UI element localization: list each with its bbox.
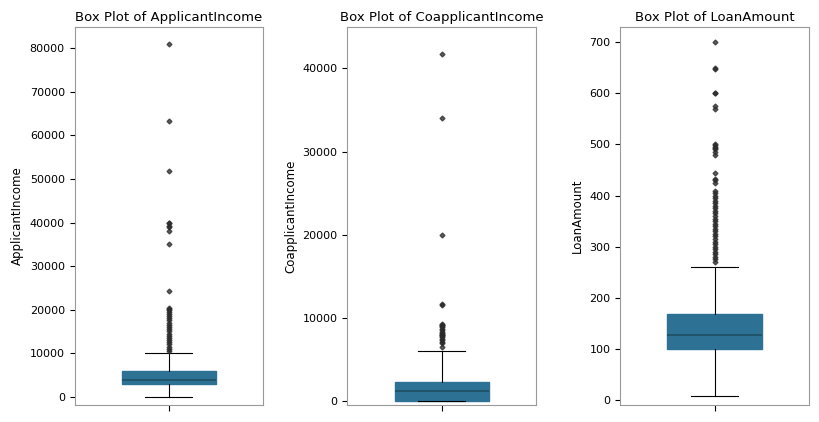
Y-axis label: ApplicantIncome: ApplicantIncome [11,167,24,265]
Y-axis label: LoanAmount: LoanAmount [570,179,583,253]
PathPatch shape [394,382,488,401]
Title: Box Plot of CoapplicantIncome: Box Plot of CoapplicantIncome [339,11,543,24]
PathPatch shape [667,314,761,349]
Title: Box Plot of LoanAmount: Box Plot of LoanAmount [634,11,794,24]
Title: Box Plot of ApplicantIncome: Box Plot of ApplicantIncome [75,11,262,24]
PathPatch shape [121,371,215,384]
Y-axis label: CoapplicantIncome: CoapplicantIncome [283,160,296,273]
